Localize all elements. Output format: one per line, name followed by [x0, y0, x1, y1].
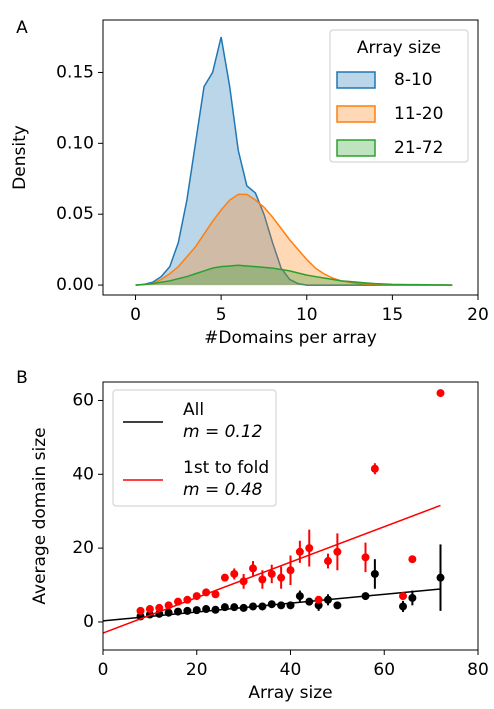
point	[202, 588, 211, 597]
point	[399, 602, 407, 611]
point	[370, 569, 379, 578]
y-tick-label: 0.05	[56, 204, 94, 224]
x-tick-label: 10	[296, 305, 318, 325]
point	[277, 573, 286, 582]
point	[361, 553, 370, 562]
point	[286, 566, 295, 575]
legend-label: All	[183, 400, 204, 420]
point	[249, 564, 257, 573]
x-tick-label: 20	[467, 305, 489, 325]
point	[220, 573, 229, 582]
point	[174, 607, 182, 616]
panel-label: A	[16, 18, 28, 38]
axes-frame	[102, 19, 479, 296]
density-area	[135, 37, 453, 286]
x-tick-label: 80	[467, 660, 489, 680]
point	[258, 575, 267, 584]
point	[370, 464, 379, 473]
y-tick-label: 20	[72, 538, 94, 558]
x-axis-label: Array size	[248, 683, 332, 703]
point	[220, 603, 229, 612]
legend-label: 8-10	[394, 70, 433, 90]
x-tick-label: 40	[280, 660, 302, 680]
point	[258, 602, 267, 611]
point	[164, 601, 173, 610]
point	[174, 597, 182, 606]
point	[192, 606, 201, 615]
point	[183, 595, 192, 604]
point	[230, 569, 239, 578]
point	[192, 592, 201, 601]
point	[202, 605, 211, 614]
density-area	[135, 265, 453, 286]
legend-patch	[336, 139, 376, 157]
x-tick-label: 60	[373, 660, 395, 680]
point	[333, 601, 342, 610]
point	[314, 601, 323, 610]
point	[286, 601, 295, 610]
density-curve	[135, 264, 453, 286]
y-tick-label: 0	[83, 612, 94, 632]
point	[314, 595, 323, 604]
y-tick-label: 0.10	[56, 133, 94, 153]
legend-box	[329, 29, 469, 163]
y-tick-label: 60	[72, 390, 94, 410]
legend-box	[112, 389, 277, 507]
y-axis-label: Density	[10, 125, 30, 190]
point	[145, 605, 154, 614]
legend-patch	[336, 105, 376, 123]
point	[295, 592, 304, 601]
point	[399, 592, 407, 601]
point	[136, 606, 145, 615]
point	[324, 557, 332, 566]
y-tick-label: 0.15	[56, 62, 94, 82]
point	[408, 555, 417, 564]
point	[211, 605, 220, 614]
point	[295, 547, 304, 556]
point	[361, 592, 370, 601]
x-tick-label: 0	[98, 660, 109, 680]
point	[333, 547, 342, 556]
legend-note: m = 0.48	[183, 480, 263, 500]
point	[277, 601, 286, 610]
legend-title: Array size	[357, 38, 441, 58]
x-tick-label: 0	[130, 305, 141, 325]
point	[305, 597, 314, 606]
legend-label: 1st to fold	[183, 458, 269, 478]
point	[267, 600, 276, 609]
point	[267, 569, 276, 578]
point	[436, 573, 445, 582]
density-area	[135, 194, 453, 286]
point	[249, 602, 257, 611]
x-tick-label: 15	[382, 305, 404, 325]
point	[436, 389, 445, 398]
point	[183, 606, 192, 615]
legend-note: m = 0.12	[183, 422, 262, 442]
point	[155, 603, 164, 612]
point	[324, 595, 332, 604]
panel-label: B	[16, 368, 28, 388]
point	[239, 577, 248, 586]
point	[239, 603, 248, 612]
legend-label: 21-72	[394, 138, 443, 158]
y-tick-label: 40	[72, 464, 94, 484]
point	[164, 608, 173, 617]
y-tick-label: 0.00	[56, 275, 94, 295]
point	[408, 593, 417, 602]
x-axis-label: #Domains per array	[204, 328, 377, 348]
point	[305, 544, 314, 553]
point	[230, 603, 239, 612]
point	[211, 590, 220, 599]
legend-patch	[336, 71, 376, 89]
y-axis-label: Average domain size	[30, 427, 50, 604]
x-tick-label: 20	[186, 660, 208, 680]
legend-label: 11-20	[394, 104, 443, 124]
x-tick-label: 5	[216, 305, 227, 325]
